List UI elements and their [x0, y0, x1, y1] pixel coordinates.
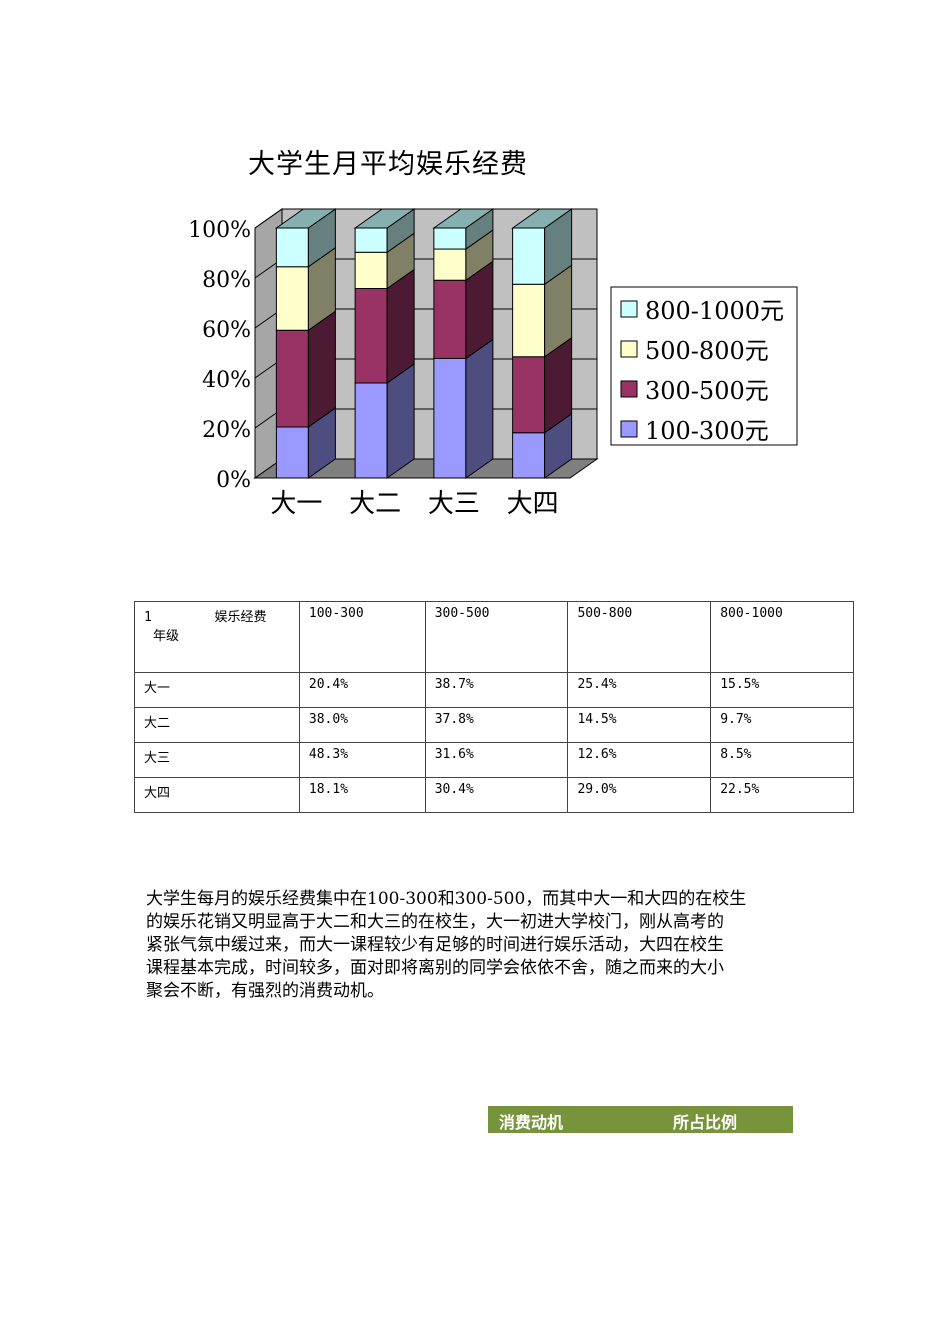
column-header: 300-500	[424, 601, 569, 673]
motive-table-header: 消费动机 所占比例	[488, 1106, 793, 1133]
table-row: 大四 18.1% 30.4% 29.0% 22.5%	[134, 777, 854, 813]
stacked-bar-chart: 大学生月平均娱乐经费 0% 20% 40% 60% 80% 100% 大一 大二 大三 大四 800…	[0, 0, 950, 540]
bar-segment	[512, 432, 546, 479]
bar-segment-side	[465, 338, 494, 479]
legend-label: 800-1000元	[645, 297, 784, 325]
legend-swatch	[620, 300, 638, 318]
table-cell: 15.5%	[710, 672, 854, 708]
bar-segment-side	[307, 310, 336, 428]
bar-segment	[275, 227, 309, 268]
entertainment-expense-table: 1 娱乐经费 年级 100-300 300-500 500-800 800-10…	[134, 601, 854, 813]
analysis-paragraph: 大学生每月的娱乐经费集中在100-300和300-500，而其中大一和大四的在校…	[146, 888, 826, 1003]
chart-title: 大学生月平均娱乐经费	[248, 149, 528, 180]
table-cell: 29.0%	[567, 777, 712, 813]
bar-segment	[275, 266, 309, 331]
paragraph-line: 课程基本完成，时间较多，面对即将离别的同学会依依不舍，随之而来的大小	[146, 958, 724, 978]
legend-label: 500-800元	[645, 337, 769, 365]
bar-segment	[275, 426, 309, 479]
table-cell: 12.6%	[567, 742, 712, 778]
legend-label: 300-500元	[645, 377, 769, 405]
table-cell: 22.5%	[710, 777, 854, 813]
table-cell: 38.0%	[298, 707, 426, 743]
table-row: 大三 48.3% 31.6% 12.6% 8.5%	[134, 742, 854, 778]
y-tick-label: 100%	[188, 218, 251, 243]
y-tick-label: 0%	[216, 468, 251, 493]
bar-segment	[433, 248, 467, 281]
bar-top	[353, 208, 416, 229]
y-tick-label: 40%	[202, 368, 251, 393]
table-cell: 37.8%	[424, 707, 569, 743]
y-tick-label: 80%	[202, 268, 251, 293]
bar-segment	[354, 251, 388, 289]
table-cell: 18.1%	[298, 777, 426, 813]
corner-label-grade: 年级	[153, 629, 180, 644]
ratio-column-header: 所占比例	[673, 1113, 738, 1132]
bar-segment	[354, 227, 388, 253]
grade-cell: 大三	[134, 742, 300, 778]
motive-column-header: 消费动机	[499, 1113, 564, 1132]
gridline	[254, 208, 283, 229]
table-header-row: 1 娱乐经费 年级 100-300 300-500 500-800 800-10…	[134, 601, 854, 673]
bar-top	[432, 208, 495, 229]
bar-segment-side	[386, 363, 415, 479]
bar-top	[511, 208, 574, 229]
bar-segment	[433, 279, 467, 359]
legend-swatch	[620, 380, 638, 398]
chart-canvas: 0% 20% 40% 60% 80% 100% 大一 大二 大三 大四 800-1000元 500-8…	[188, 208, 798, 519]
bar-segment	[433, 357, 467, 479]
bar-segment-side	[386, 268, 415, 384]
bar-segment	[433, 227, 467, 250]
table-corner-cell: 1 娱乐经费 年级	[134, 601, 300, 673]
table-cell: 31.6%	[424, 742, 569, 778]
table-row: 大二 38.0% 37.8% 14.5% 9.7%	[134, 707, 854, 743]
x-tick-label: 大一	[270, 489, 322, 519]
bar-top	[274, 208, 337, 229]
table-row: 大一 20.4% 38.7% 25.4% 15.5%	[134, 672, 854, 708]
grade-cell: 大四	[134, 777, 300, 813]
bar-segment	[275, 329, 309, 428]
legend-label: 100-300元	[645, 417, 769, 445]
bar-segment	[512, 356, 546, 434]
column-header: 500-800	[567, 601, 712, 673]
paragraph-line: 大学生每月的娱乐经费集中在100-300和300-500，而其中大一和大四的在校…	[146, 889, 747, 909]
legend-swatch	[620, 340, 638, 358]
grade-cell: 大二	[134, 707, 300, 743]
bar-segment	[354, 288, 388, 384]
table-cell: 8.5%	[710, 742, 854, 778]
table-cell: 38.7%	[424, 672, 569, 708]
chart-legend	[610, 286, 798, 446]
bar-segment	[512, 283, 546, 358]
table-cell: 14.5%	[567, 707, 712, 743]
y-tick-label: 60%	[202, 318, 251, 343]
x-tick-label: 大二	[349, 489, 401, 519]
bar-segment	[512, 227, 546, 285]
table-cell: 9.7%	[710, 707, 854, 743]
corner-label-expense: 1 娱乐经费	[144, 610, 267, 625]
paragraph-line: 紧张气氛中缓过来，而大一课程较少有足够的时间进行娱乐活动，大四在校生	[146, 935, 724, 955]
table-cell: 20.4%	[298, 672, 426, 708]
table-cell: 25.4%	[567, 672, 712, 708]
column-header: 800-1000	[710, 601, 854, 673]
grade-cell: 大一	[134, 672, 300, 708]
y-tick-label: 20%	[202, 418, 251, 443]
legend-swatch	[620, 420, 638, 438]
paragraph-line: 的娱乐花销又明显高于大二和大三的在校生，大一初进大学校门，刚从高考的	[146, 912, 724, 932]
x-tick-label: 大三	[428, 489, 480, 519]
column-header: 100-300	[298, 601, 426, 673]
table-cell: 30.4%	[424, 777, 569, 813]
table-cell: 48.3%	[298, 742, 426, 778]
bar-segment	[354, 382, 388, 479]
x-tick-label: 大四	[507, 489, 559, 519]
paragraph-line: 聚会不断，有强烈的消费动机。	[146, 981, 384, 1001]
